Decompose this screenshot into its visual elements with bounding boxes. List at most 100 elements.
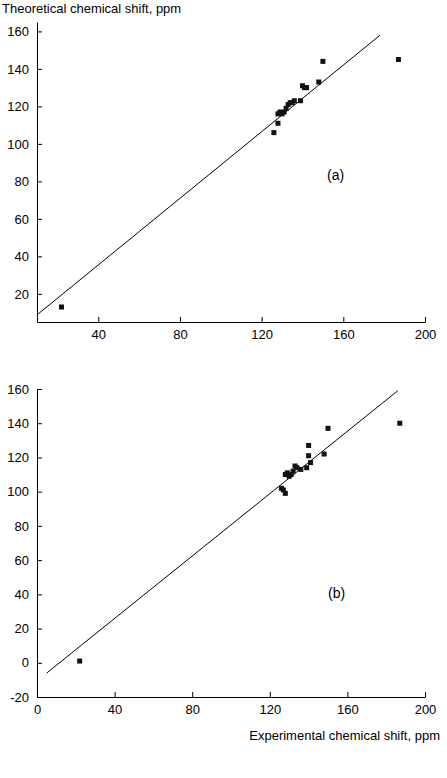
point — [298, 467, 303, 472]
x-tick-label: 120 — [251, 327, 273, 342]
y-tick: 160 — [7, 382, 42, 397]
y-tick-mark — [37, 294, 42, 295]
y-tick: 100 — [7, 137, 42, 152]
y-tick: 60 — [15, 553, 42, 568]
y-tick-label: 100 — [7, 484, 29, 499]
x-axis-line — [38, 322, 426, 323]
x-tick-label: 120 — [259, 702, 281, 717]
y-tick-mark — [37, 219, 42, 220]
x-tick: 160 — [333, 317, 355, 342]
x-tick-label: 0 — [34, 702, 41, 717]
y-tick-label: 140 — [7, 62, 29, 77]
x-tick-mark — [343, 317, 344, 322]
x-tick: 120 — [259, 692, 281, 717]
y-tick-label: 20 — [15, 287, 29, 302]
point — [306, 443, 311, 448]
point — [271, 130, 276, 135]
point — [77, 659, 82, 664]
x-tick-mark — [192, 692, 193, 697]
y-tick-label: -20 — [10, 690, 29, 705]
x-tick: 40 — [92, 317, 106, 342]
y-tick-mark — [37, 144, 42, 145]
point — [306, 453, 311, 458]
point — [397, 421, 402, 426]
y-tick: -20 — [10, 690, 42, 705]
y-axis: 20406080100120140160 — [7, 23, 42, 323]
point — [304, 465, 309, 470]
y-axis-title: Theoretical chemical shift, ppm — [2, 1, 181, 16]
y-tick-mark — [37, 629, 42, 630]
point — [292, 98, 297, 103]
x-tick: 160 — [337, 692, 359, 717]
fit-line — [37, 35, 380, 318]
x-tick-mark — [98, 317, 99, 322]
y-axis: -20 0 20 40 60 80 100 120 140 160 — [7, 382, 42, 705]
y-tick-label: 80 — [15, 174, 29, 189]
y-tick: 120 — [7, 99, 42, 114]
point — [304, 85, 309, 90]
y-tick: 20 — [15, 621, 42, 636]
x-tick: 80 — [173, 317, 187, 342]
y-tick: 80 — [15, 519, 42, 534]
x-tick: 80 — [185, 692, 199, 717]
y-tick-label: 60 — [15, 212, 29, 227]
y-tick-mark — [37, 423, 42, 424]
y-tick: 140 — [7, 416, 42, 431]
y-tick: 0 — [22, 655, 42, 670]
x-tick: 200 — [415, 317, 437, 342]
point — [298, 98, 303, 103]
point — [322, 452, 327, 457]
x-tick-mark — [270, 692, 271, 697]
x-tick: 200 — [415, 692, 437, 717]
y-tick: 60 — [15, 212, 42, 227]
y-tick-label: 140 — [7, 416, 29, 431]
y-tick-mark — [37, 106, 42, 107]
y-axis-line — [37, 23, 38, 323]
y-tick-mark — [37, 389, 42, 390]
x-tick-label: 80 — [173, 327, 187, 342]
y-tick-mark — [37, 256, 42, 257]
y-tick-mark — [37, 457, 42, 458]
x-tick-label: 40 — [108, 702, 122, 717]
y-tick-label: 100 — [7, 137, 29, 152]
y-tick: 120 — [7, 450, 42, 465]
x-tick-label: 80 — [185, 702, 199, 717]
y-tick: 20 — [15, 287, 42, 302]
point — [283, 491, 288, 496]
x-axis-line — [38, 697, 426, 698]
x-tick-label: 160 — [333, 327, 355, 342]
y-tick-mark — [37, 526, 42, 527]
panel-label: (a) — [327, 167, 344, 183]
y-tick-label: 120 — [7, 99, 29, 114]
point — [275, 121, 280, 126]
x-tick-mark — [425, 692, 426, 697]
plot-area — [47, 391, 403, 673]
x-axis-title: Experimental chemical shift, ppm — [249, 728, 440, 743]
y-tick-label: 120 — [7, 450, 29, 465]
point — [396, 57, 401, 62]
plot-area — [37, 35, 401, 318]
y-tick-label: 40 — [15, 587, 29, 602]
fit-line — [47, 391, 398, 673]
x-tick-mark — [115, 692, 116, 697]
x-tick-label: 160 — [337, 702, 359, 717]
y-tick-mark — [37, 594, 42, 595]
y-tick-label: 160 — [7, 24, 29, 39]
x-tick-mark — [180, 317, 181, 322]
y-tick-mark — [37, 663, 42, 664]
y-tick: 160 — [7, 24, 42, 39]
x-axis: 0 40 80 120 160 200 — [34, 692, 436, 717]
y-tick-label: 0 — [22, 655, 29, 670]
x-tick-label: 200 — [415, 702, 437, 717]
y-tick-mark — [37, 69, 42, 70]
y-tick-mark — [37, 31, 42, 32]
point — [320, 59, 325, 64]
point — [59, 305, 64, 310]
y-tick: 100 — [7, 484, 42, 499]
figure: 408012016020020406080100120140160(a)Theo… — [0, 0, 447, 778]
x-tick-mark — [425, 317, 426, 322]
y-tick-label: 20 — [15, 621, 29, 636]
x-tick-label: 200 — [415, 327, 437, 342]
y-tick: 140 — [7, 62, 42, 77]
x-axis: 40 80 120 160 200 — [38, 317, 437, 342]
